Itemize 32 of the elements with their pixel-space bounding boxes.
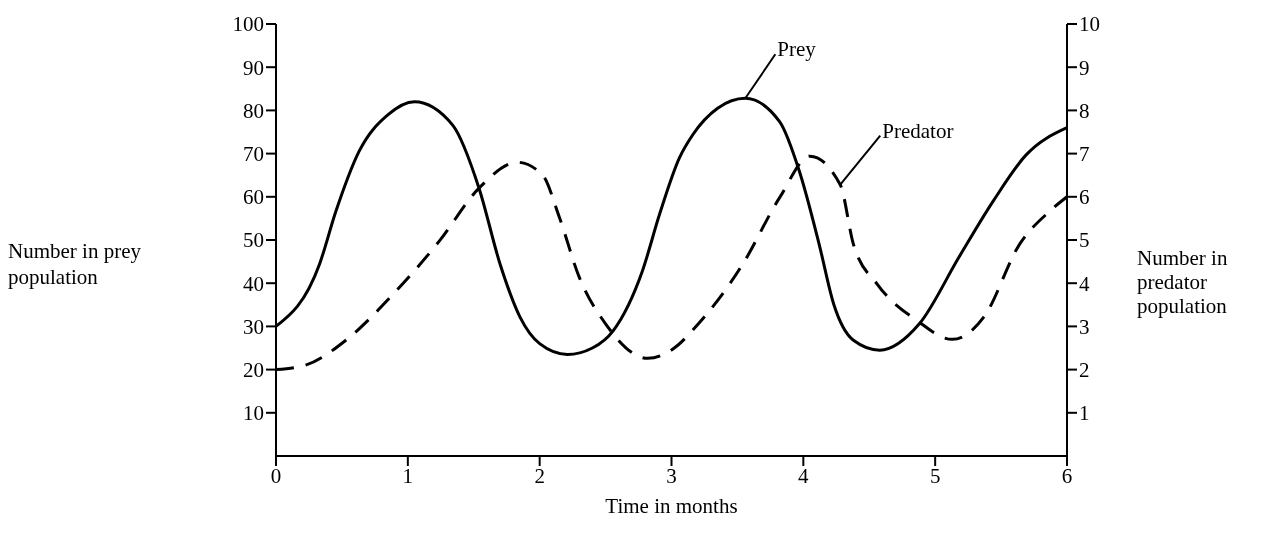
y2-tick-label: 6 [1079,185,1090,210]
y-tick-label: 40 [243,271,264,296]
y2-tick-label: 3 [1079,314,1090,339]
x-tick-label: 3 [666,463,677,488]
y2-tick-label: 10 [1079,12,1100,37]
y-tick-label: 70 [243,142,264,167]
text: Predator [882,118,954,143]
y-tick-label: 20 [243,358,264,383]
y-tick-label: 80 [243,98,264,123]
text: Prey [777,37,817,62]
y-tick-label: 100 [232,12,264,37]
x-tick-label: 1 [402,463,414,488]
x-tick-label: 5 [929,463,941,488]
x-tick-label: 6 [1061,463,1073,488]
y2-tick-label: 5 [1079,228,1090,253]
y-tick-label: 30 [243,314,264,339]
x-tick-label: 2 [534,463,545,488]
y-tick-label: 90 [243,55,264,80]
y2-tick-label: 8 [1079,98,1090,123]
y2-tick-label: 7 [1079,142,1090,167]
y-tick-label: 50 [243,228,264,253]
y-axis-title: Number in prey population [8,238,142,290]
x-tick-label: 4 [798,463,810,488]
y-tick-label: 10 [243,401,264,426]
x-axis-title: Time in months [604,494,739,519]
y2-tick-label: 2 [1079,358,1090,383]
y2-tick-label: 4 [1079,271,1090,296]
y2-tick-label: 9 [1079,55,1090,80]
x-tick-label: 0 [270,463,282,488]
y2-axis-title: Number in predator population [1137,246,1229,318]
y-tick-label: 60 [243,185,264,210]
y2-tick-label: 1 [1079,401,1090,426]
